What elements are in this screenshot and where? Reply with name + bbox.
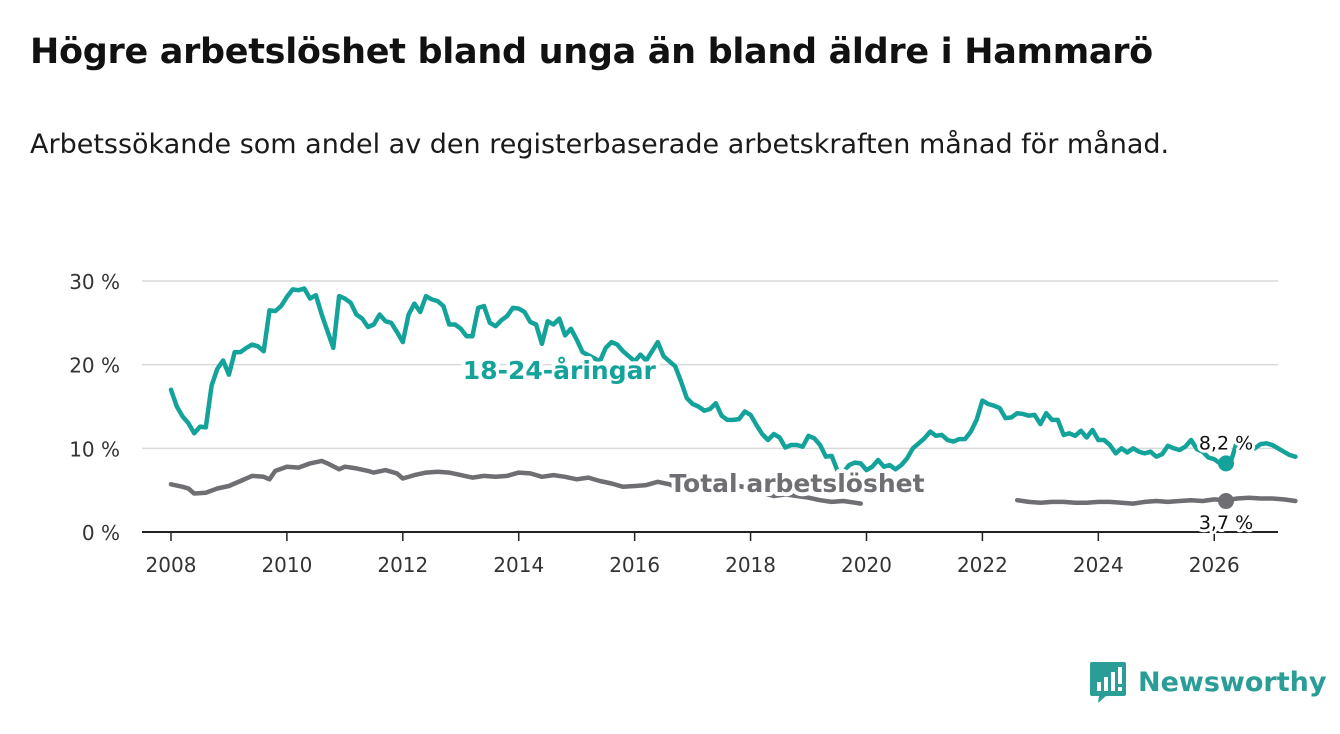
brand-logo: Newsworthy	[1088, 660, 1326, 704]
y-tick-label: 20 %	[69, 354, 120, 378]
end-label-halo: 3,7 %	[1199, 512, 1253, 534]
series-line	[168, 286, 1298, 475]
x-tick-label: 2016	[609, 553, 660, 577]
x-tick-label: 2014	[493, 553, 544, 577]
chart-title: Högre arbetslöshet bland unga än bland ä…	[30, 32, 1153, 72]
series-label: 18-24-åringar	[463, 356, 657, 385]
x-tick-label: 2018	[725, 553, 776, 577]
x-tick-label: 2008	[146, 553, 197, 577]
y-tick-label: 10 %	[69, 437, 120, 461]
x-tick-label: 2024	[1073, 553, 1124, 577]
brand-name: Newsworthy	[1138, 666, 1327, 698]
series-end-point	[1218, 493, 1234, 510]
bar-chart-logo-icon	[1090, 662, 1126, 703]
series-end-label: 8,2 %	[1199, 432, 1253, 454]
x-tick-label: 2022	[957, 553, 1008, 577]
x-tick-label: 2012	[377, 553, 428, 577]
y-tick-label: 30 %	[69, 270, 120, 294]
series-line	[1014, 495, 1298, 506]
x-tick-label: 2026	[1189, 553, 1240, 577]
series-end-label: 3,7 %	[1199, 512, 1253, 534]
end-label-halo: 8,2 %	[1199, 432, 1253, 454]
series-label-halo: Total arbetslöshet	[669, 469, 924, 498]
series-line	[168, 458, 863, 506]
y-tick-label: 0 %	[82, 521, 120, 545]
series-label-halo: 18-24-åringar	[463, 356, 657, 385]
x-tick-label: 2010	[261, 553, 312, 577]
chart-subtitle: Arbetssökande som andel av den registerb…	[30, 129, 1170, 160]
series-label: Total arbetslöshet	[669, 469, 924, 498]
series-end-point	[1218, 455, 1234, 472]
x-tick-label: 2020	[841, 553, 892, 577]
